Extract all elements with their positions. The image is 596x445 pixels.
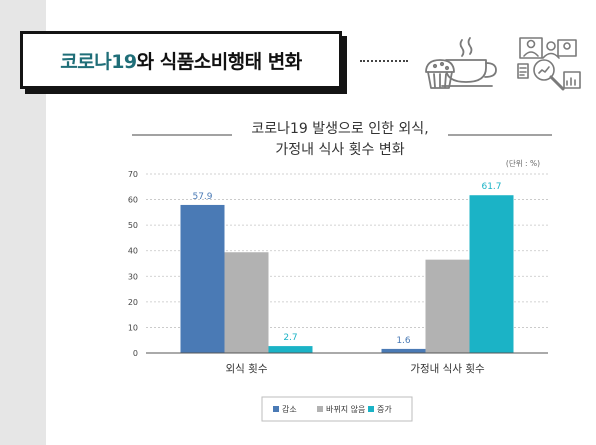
x-axis-categories: 외식 횟수 가정내 식사 횟수 xyxy=(226,363,485,375)
legend: 감소 바뀌지 않음 증가 xyxy=(273,404,392,414)
data-label: 2.7 xyxy=(283,333,297,343)
title-box: 코로나19와 식품소비행태 변화 xyxy=(20,31,342,89)
y-tick-label: 70 xyxy=(128,170,138,179)
x-category-label: 외식 횟수 xyxy=(226,363,268,375)
y-axis-ticks: 0 10 20 30 40 50 60 70 xyxy=(128,170,138,358)
y-tick-label: 0 xyxy=(133,349,138,358)
chart-title-line2: 가정내 식사 횟수 변화 xyxy=(275,142,404,158)
y-tick-label: 60 xyxy=(128,196,138,205)
analytics-people-icon xyxy=(517,37,581,91)
grid xyxy=(146,173,548,328)
data-label: 61.7 xyxy=(481,182,501,192)
dotted-connector xyxy=(360,60,408,62)
data-labels: 57.9 2.7 1.6 61.7 xyxy=(192,182,501,346)
data-label: 57.9 xyxy=(192,192,212,202)
bar-1-0 xyxy=(381,348,426,353)
title-rest: 와 식품소비행태 변화 xyxy=(136,50,303,73)
y-tick-label: 50 xyxy=(128,221,138,230)
legend-label: 증가 xyxy=(377,405,392,414)
legend-swatch xyxy=(368,406,374,412)
unit-label: (단위 : %) xyxy=(506,158,540,168)
legend-label: 바뀌지 않음 xyxy=(326,404,365,414)
page-title: 코로나19와 식품소비행태 변화 xyxy=(60,47,303,74)
y-tick-label: 30 xyxy=(128,272,138,281)
legend-swatch xyxy=(317,406,323,412)
legend-swatch xyxy=(273,406,279,412)
x-category-label: 가정내 식사 횟수 xyxy=(410,363,485,375)
bar-1-2 xyxy=(469,195,514,353)
chart-title-line1: 코로나19 발생으로 인한 외식, xyxy=(251,121,428,137)
bar-0-0 xyxy=(180,204,225,353)
y-tick-label: 20 xyxy=(128,298,138,307)
y-tick-label: 10 xyxy=(128,323,138,332)
bar-0-2 xyxy=(268,346,313,353)
legend-box xyxy=(261,396,413,422)
header-icons xyxy=(425,37,581,91)
bars xyxy=(180,195,514,353)
coffee-and-muffin-icon xyxy=(425,37,497,89)
bar-0-1 xyxy=(224,252,269,353)
bar-1-1 xyxy=(425,259,470,353)
legend-label: 감소 xyxy=(282,404,297,414)
y-tick-label: 40 xyxy=(128,247,138,256)
title-highlight: 코로나19 xyxy=(60,50,137,73)
data-label: 1.6 xyxy=(396,336,411,346)
